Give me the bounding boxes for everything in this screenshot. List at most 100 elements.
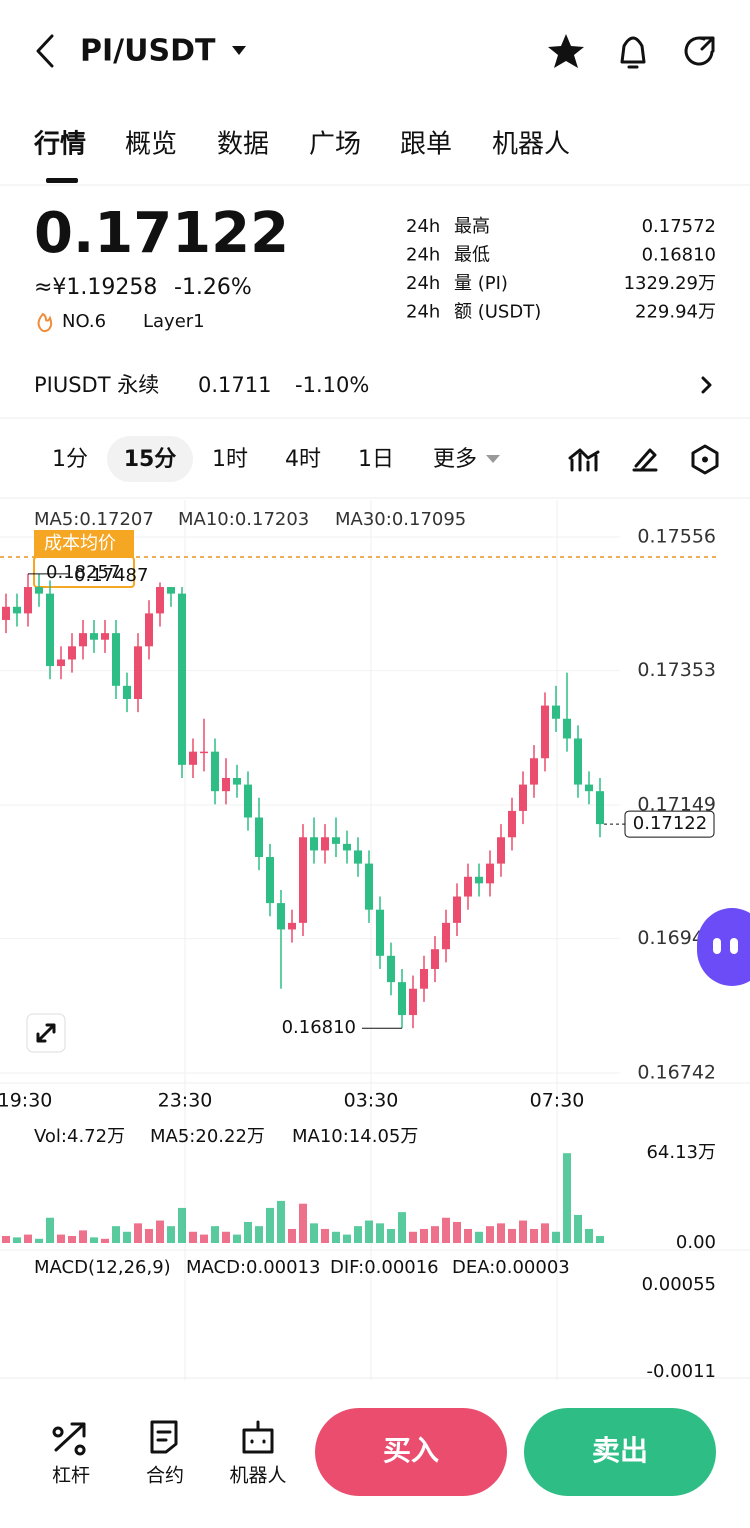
candle-body [398,982,406,1016]
candle-body [310,837,318,851]
buy-label[interactable]: 买入 [383,1434,439,1467]
stat-value: 0.17572 [642,216,716,237]
ma-legend: MA5:0.17207 [34,509,154,530]
tab[interactable]: 概览 [125,130,177,160]
pair-title[interactable]: PI/USDT [80,34,216,69]
favorite-icon[interactable] [548,34,584,68]
interval[interactable]: 更多 [433,447,477,472]
perp-change[interactable]: -1.10% [295,373,369,397]
interval[interactable]: 1时 [212,447,248,472]
volume-bar [387,1228,395,1243]
interval[interactable]: 1分 [52,447,88,472]
tab[interactable]: 行情 [33,129,86,160]
volume-bar [409,1231,417,1243]
perp-arrow[interactable] [701,376,712,394]
volume-bar [519,1220,527,1243]
y-tick-label: 0.17353 [637,659,716,681]
candle-body [497,837,505,864]
draw-icon[interactable] [632,448,658,472]
nav-label[interactable]: 合约 [146,1465,184,1487]
vol-legend: MA5:20.22万 [150,1126,265,1147]
more-dropdown[interactable] [486,455,500,463]
cost-value-bg [33,556,135,588]
volume-bar [57,1234,65,1243]
back-button[interactable] [36,34,54,68]
volume-bar [288,1228,296,1243]
x-tick-label: 07:30 [530,1090,585,1112]
settings-dot [702,456,708,463]
volume-bar [563,1153,571,1243]
candle-body [189,751,197,765]
interval[interactable]: 15分 [124,447,177,472]
stat-period: 24h [406,216,440,237]
macd-legend: DIF:0.00016 [330,1257,439,1278]
sell-label[interactable]: 卖出 [592,1434,648,1467]
buy-button[interactable] [315,1408,507,1496]
leverage-icon[interactable] [52,1422,86,1456]
tab[interactable]: 机器人 [492,130,570,160]
volume-bar [332,1231,340,1243]
stat-label: 量 (PI) [454,273,508,294]
assistant-bubble[interactable] [697,908,750,986]
volume-bar [189,1231,197,1243]
volume-bar [68,1235,76,1243]
candle-body [585,784,593,792]
cost-label-bg [34,530,134,557]
bot-icon[interactable] [242,1420,274,1454]
candle-body [2,606,10,620]
candle-body [46,593,54,667]
tab[interactable]: 跟单 [400,130,452,160]
volume-bar [475,1231,483,1243]
candle-body [255,817,263,858]
stat-period: 24h [406,245,440,266]
candle-body [112,633,120,686]
volume-bar [101,1238,109,1243]
perp-name[interactable]: PIUSDT 永续 [34,373,159,397]
volume-bar [574,1214,582,1243]
candle-body [486,863,494,884]
nav-label[interactable]: 机器人 [229,1465,286,1487]
volume-bar [145,1228,153,1243]
volume-bar [134,1223,142,1243]
candle-body [79,633,87,647]
interval[interactable]: 4时 [285,447,321,472]
candle-body [387,955,395,983]
indicator-icon[interactable] [568,448,600,472]
fire-icon [37,312,53,333]
low-label: 0.16810 [282,1017,356,1038]
candle-body [552,705,560,719]
tab[interactable]: 数据 [217,130,269,160]
stat-value: 229.94万 [635,302,716,323]
candle-body [420,968,428,989]
y-tick-label: 0.16946 [637,927,716,949]
volume-bar [365,1220,373,1243]
contract-icon[interactable] [150,1420,178,1454]
x-tick-label: 19:30 [0,1090,52,1112]
candle-body [101,633,109,640]
volume-bar [530,1228,538,1243]
x-tick-label: 23:30 [158,1090,213,1112]
volume-bar [354,1226,362,1243]
volume-bar [200,1234,208,1243]
candle-body [233,778,241,785]
tab[interactable]: 广场 [309,130,361,160]
bell-icon[interactable] [620,36,646,69]
volume-bar [277,1200,285,1243]
volume-bar [266,1207,274,1243]
vol-tick-label: 64.13万 [646,1142,716,1163]
y-tick-label: 0.17149 [637,794,716,816]
candle-body [134,646,142,699]
perp-price[interactable]: 0.1711 [198,373,271,397]
stat-period: 24h [406,302,440,323]
interval[interactable]: 1日 [358,447,394,472]
candle-body [596,791,604,825]
candle-body [574,738,582,785]
pair-dropdown[interactable] [232,46,246,55]
sell-button[interactable] [524,1408,716,1496]
macd-tick-label: -0.0011 [647,1361,716,1382]
settings-icon[interactable] [691,444,719,475]
share-icon[interactable] [684,36,715,66]
nav-label[interactable]: 杠杆 [52,1465,90,1487]
candle-body [167,587,175,594]
vol-legend: Vol:4.72万 [34,1126,125,1147]
